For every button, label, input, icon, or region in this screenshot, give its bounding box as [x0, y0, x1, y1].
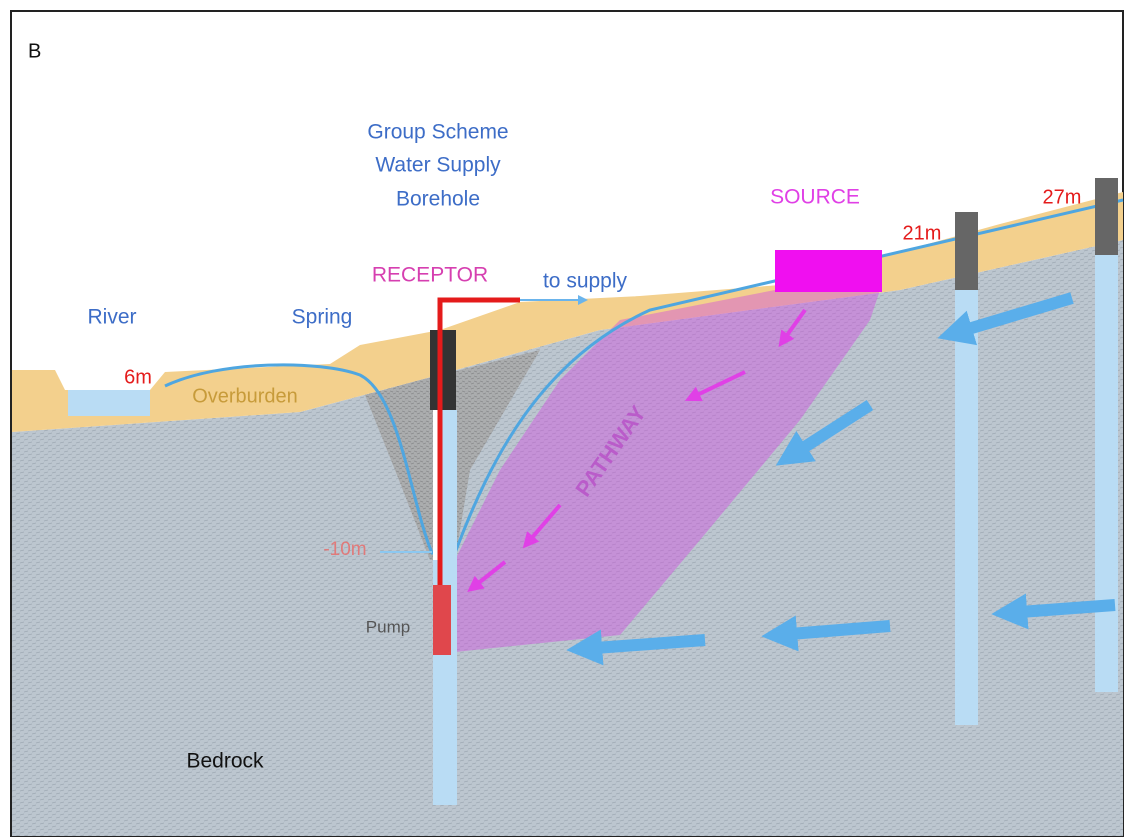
level-label: 21m	[903, 222, 942, 244]
well-casing	[1095, 178, 1118, 255]
source-label: SOURCE	[770, 186, 860, 209]
borehole-label: Borehole	[396, 188, 480, 211]
pathway-arrow	[778, 308, 807, 348]
flow-arrow	[775, 399, 874, 466]
pathway-arrow	[467, 560, 507, 592]
overburden	[12, 192, 1123, 432]
spring-label: Spring	[292, 306, 353, 329]
well-casing	[955, 212, 978, 290]
river-label: River	[87, 306, 136, 329]
flow-arrows	[566, 292, 1116, 666]
flow-arrow	[991, 593, 1116, 630]
borehole-casing	[430, 330, 456, 410]
pathway-arrow	[684, 370, 746, 402]
flow-arrow	[937, 292, 1074, 346]
pump	[433, 585, 451, 655]
bedrock-label: Bedrock	[186, 750, 264, 773]
well-column	[1095, 255, 1118, 692]
pathway-arrows	[467, 308, 807, 592]
flow-arrow	[566, 629, 706, 666]
river	[68, 390, 150, 416]
borehole-label: Group Scheme	[367, 121, 508, 144]
pathway-arrow	[522, 503, 562, 549]
pathway-plume	[455, 290, 880, 652]
receptor-label: RECEPTOR	[372, 264, 488, 287]
borehole-label: Water Supply	[375, 154, 501, 177]
borehole-screen	[433, 410, 439, 560]
level-label: -10m	[323, 539, 366, 560]
flow-arrow	[761, 615, 891, 652]
water-table	[164, 198, 1124, 555]
panel-label: B	[28, 40, 41, 62]
level-label: 27m	[1043, 186, 1082, 208]
level-label: 6m	[124, 366, 152, 388]
well-column	[955, 290, 978, 725]
rising-main	[437, 297, 520, 655]
pump-label: Pump	[366, 617, 410, 636]
bedrock	[12, 240, 1123, 836]
supply-label: to supply	[543, 270, 628, 293]
source-box	[775, 250, 882, 292]
overburden-label: Overburden	[192, 385, 298, 407]
